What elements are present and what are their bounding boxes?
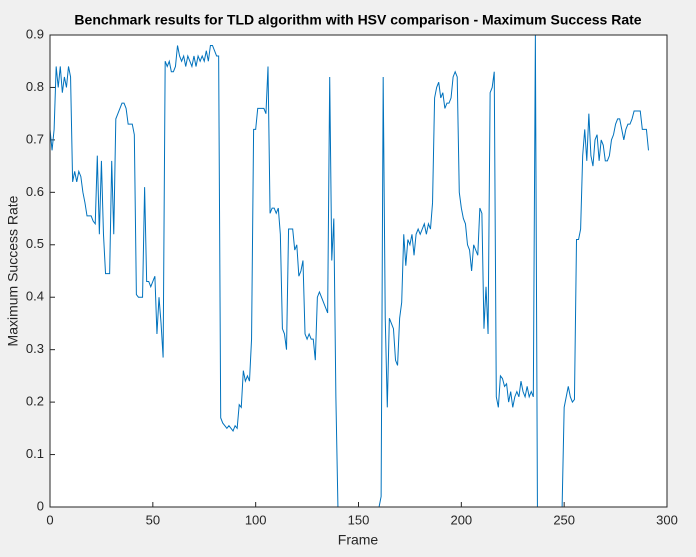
y-tick-label: 0.8 — [26, 79, 44, 94]
x-tick-label: 0 — [46, 512, 53, 527]
y-tick-label: 0.1 — [26, 446, 44, 461]
y-tick-label: 0.5 — [26, 236, 44, 251]
y-axis-label: Maximum Success Rate — [5, 195, 21, 346]
y-tick-label: 0.7 — [26, 131, 44, 146]
y-tick-label: 0.2 — [26, 394, 44, 409]
x-axis-label: Frame — [338, 532, 379, 548]
y-tick-label: 0.6 — [26, 184, 44, 199]
x-tick-label: 200 — [450, 512, 472, 527]
y-tick-label: 0 — [37, 498, 44, 513]
y-tick-label: 0.3 — [26, 341, 44, 356]
chart-title: Benchmark results for TLD algorithm with… — [74, 12, 641, 28]
x-tick-label: 150 — [348, 512, 370, 527]
x-tick-label: 250 — [553, 512, 575, 527]
axes-box — [49, 34, 668, 508]
y-tick-label: 0.4 — [26, 289, 44, 304]
y-tick-label: 0.9 — [26, 26, 44, 41]
x-tick-label: 100 — [245, 512, 267, 527]
x-tick-label: 300 — [656, 512, 678, 527]
x-tick-label: 50 — [146, 512, 160, 527]
